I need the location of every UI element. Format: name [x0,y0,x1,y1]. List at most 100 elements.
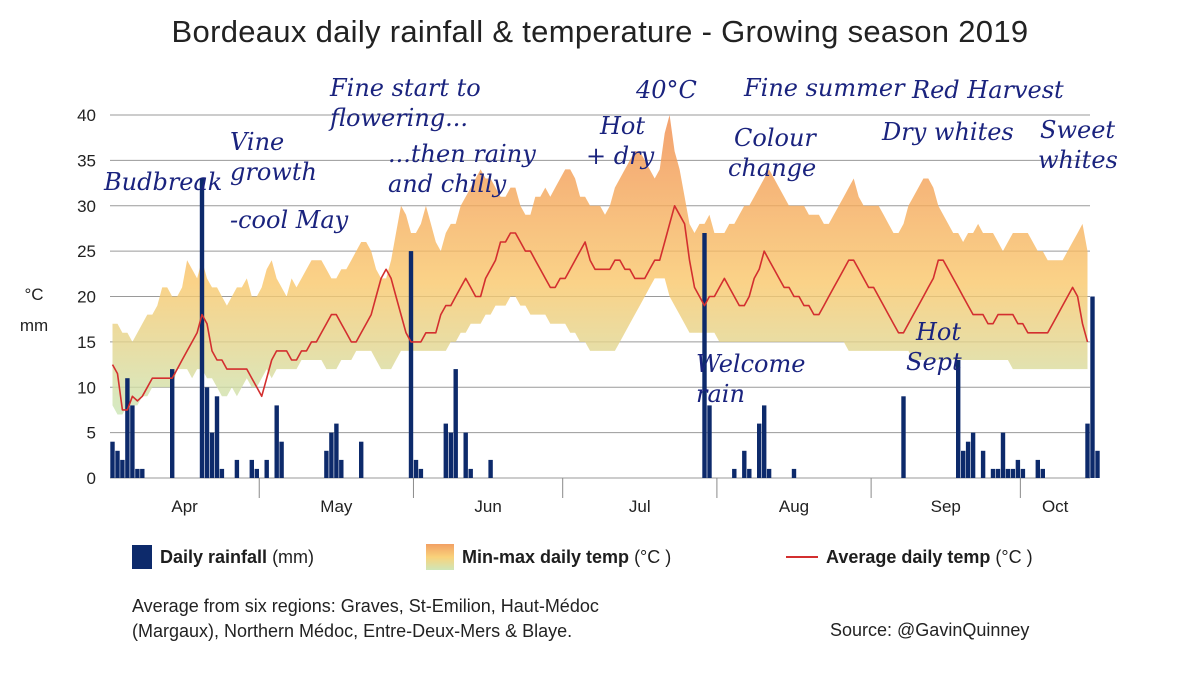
rainfall-bar [359,441,364,478]
rainfall-bar [707,405,712,478]
annotation-hot-sept-2: Sept [906,348,962,376]
rainfall-bar [747,468,752,478]
rainfall-bar [468,468,473,478]
rainfall-bar [135,468,140,478]
rainfall-bar [980,450,986,478]
rainfall-bar [990,468,996,478]
y-axis-label-temp: °C [24,285,43,304]
rainfall-bar [702,233,707,478]
rainfall-bar [418,468,424,478]
y-tick-label: 25 [77,242,96,261]
x-tick-label: Jul [629,497,651,516]
rainfall-bar [140,468,145,478]
rainfall-bar [110,441,115,478]
legend-rainfall-label: Daily rainfall [160,546,268,567]
legend-average-unit: (°C ) [995,546,1033,567]
annotation-sweet-2: whites [1038,146,1118,174]
rainfall-bar [170,369,175,478]
annotation-cool-may: -cool May [230,206,349,234]
annotation-vine-1: Vine [230,128,284,156]
rainfall-bar [234,459,240,478]
rainfall-bar [279,441,284,478]
annotation-budbreak: Budbreak [103,168,222,196]
annotation-fine-start-1: Fine start to [329,74,481,102]
rainfall-bar [732,468,737,478]
rainfall-bar [130,405,135,478]
rainfall-bar [956,360,961,478]
rainfall-bar [334,423,339,478]
footnote-line-1: Average from six regions: Graves, St-Emi… [132,596,599,616]
rainfall-bar [1035,459,1040,478]
x-tick-label: Jun [474,497,501,516]
rainfall-bar [125,378,130,478]
annotation-welcome-2: rain [696,380,745,408]
annotation-colour-2: change [728,154,816,182]
min-max-band-layer [112,115,1088,415]
y-axis-label-rain: mm [20,316,48,335]
legend-rainfall-unit: (mm) [272,546,315,567]
rainfall-bar [463,432,468,478]
rainfall-bar [901,396,906,478]
rainfall-bar [970,432,976,478]
legend-average-swatch [786,556,818,558]
rainfall-bar [448,432,453,478]
rainfall-bar [115,450,120,478]
rainfall-bar [329,432,334,478]
annotations: Budbreak Vine growth -cool May Fine star… [103,74,1118,408]
rainfall-bar [1015,459,1021,478]
rainfall-bar [1095,450,1100,478]
x-tick-label: Aug [779,497,809,516]
legend-average: Average daily temp (°C ) [786,542,1033,572]
annotation-fine-summer: Fine summer [743,74,906,102]
rainfall-bar [219,468,225,478]
min-max-temp-band [112,115,1088,415]
annotation-colour-1: Colour [734,124,817,152]
average-temp-line-layer [111,205,1089,411]
rainfall-bar [324,450,329,478]
y-tick-label: 20 [77,288,96,307]
x-tick-label: Oct [1042,497,1069,516]
y-tick-label: 30 [77,197,96,216]
rainfall-bar [742,450,747,478]
annotation-rainy-1: ...then rainy [388,140,536,168]
rainfall-bar [757,423,762,478]
annotation-fine-start-2: flowering... [328,104,468,132]
y-tick-label: 15 [77,333,96,352]
y-tick-label: 0 [87,469,96,488]
rainfall-bar [762,405,767,478]
footnote-line-2: (Margaux), Northern Médoc, Entre-Deux-Me… [132,621,573,641]
legend-minmax-label: Min-max daily temp [462,546,630,567]
rainfall-bar [965,441,971,478]
annotation-hot-sept-1: Hot [915,318,961,346]
annotation-sweet-1: Sweet [1040,116,1115,144]
rainfall-bar [214,396,220,478]
legend-rainfall-swatch [132,545,152,569]
rainfall-bar [995,468,1001,478]
rainfall-bar [1085,423,1090,478]
rainfall-bar [408,251,414,478]
annotation-welcome-1: Welcome [696,350,805,378]
axis-layer: 0 5 10 15 20 25 30 35 40 Apr May Jun Jul Aug Sep Oct [77,106,1069,516]
x-tick-label: May [320,497,353,516]
rainfall-bar [274,405,279,478]
legend-minmax: Min-max daily temp (°C ) [426,542,671,572]
annotation-forty: 40°C [635,76,697,104]
x-tick-label: Sep [931,497,961,516]
footnote: Average from six regions: Graves, St-Emi… [132,594,812,644]
chart-plot: 0 5 10 15 20 25 30 35 40 Apr May Jun Jul Aug Sep Oct °C… [20,74,1118,516]
rainfall-bar [120,459,125,478]
rainfall-bar [199,178,205,478]
y-tick-label: 40 [77,106,96,125]
rainfall-bar [264,459,269,478]
rainfall-bar [1090,296,1095,478]
legend-average-label: Average daily temp [826,546,991,567]
rainfall-bar [249,459,254,478]
y-tick-label: 10 [77,378,96,397]
rainfall-bar [339,459,344,478]
rainfall-bar [254,468,259,478]
annotation-red-harvest: Red Harvest [911,76,1064,104]
legend-minmax-unit: (°C ) [634,546,672,567]
rainfall-bar [1020,468,1026,478]
average-temp-line [111,205,1089,411]
legend-minmax-swatch [426,544,454,570]
